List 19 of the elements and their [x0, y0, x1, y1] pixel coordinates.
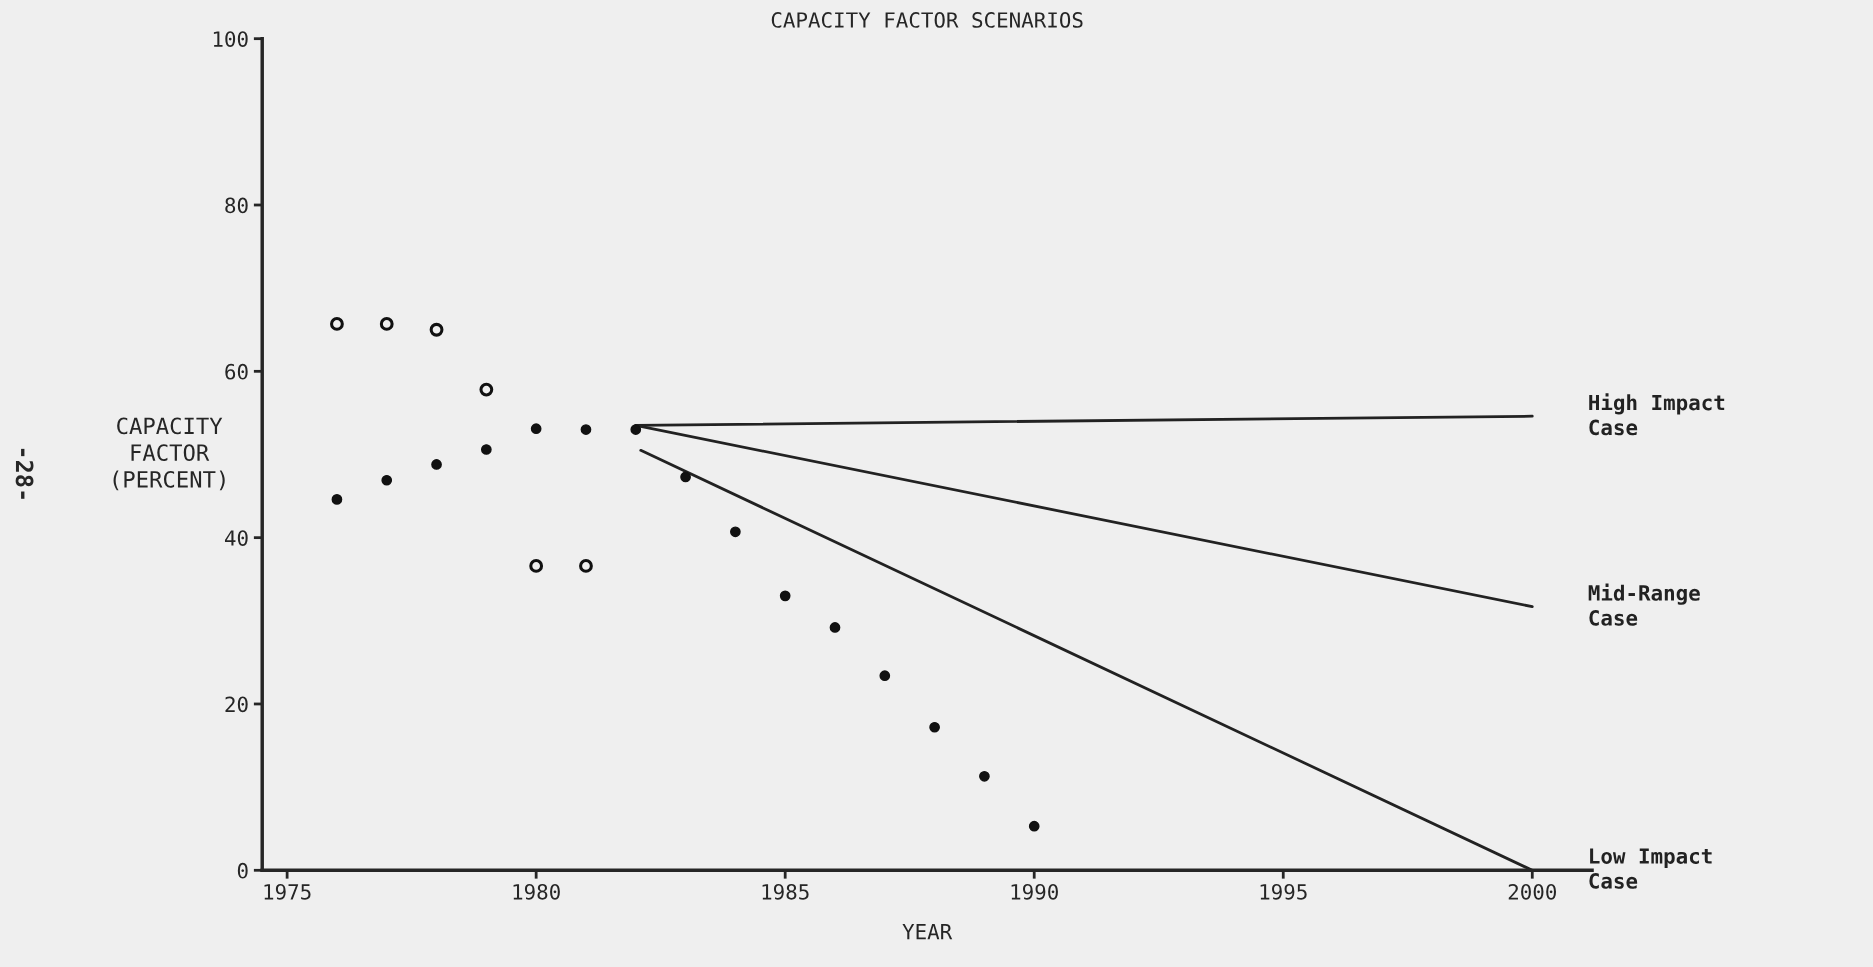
y-tick-label: 0 — [237, 862, 248, 879]
x-tick-label: 2000 — [1508, 883, 1557, 900]
x-axis-title: YEAR — [902, 923, 953, 940]
y-axis-title: CAPACITY FACTOR (PERCENT) — [113, 417, 225, 491]
y-tick-label: 40 — [224, 530, 248, 546]
x-tick-label: 1985 — [762, 883, 809, 900]
y-tick-label: 100 — [213, 31, 248, 47]
text: -28- — [15, 448, 34, 499]
text: High Impact Case — [1589, 393, 1725, 436]
text: Low Impact Case — [1589, 848, 1712, 889]
text: Mid-Range Case — [1588, 583, 1700, 626]
x-tick-label: 1980 — [513, 883, 560, 900]
y-tick-label: 20 — [225, 696, 248, 713]
y-tick-label: 80 — [225, 197, 248, 214]
x-tick-label: 1995 — [1260, 883, 1307, 900]
x-tick-label: 1975 — [264, 883, 311, 900]
chart-title: CAPACITY FACTOR SCENARIOS — [771, 12, 1083, 28]
y-tick-label: 60 — [225, 363, 248, 380]
x-tick-label: 1990 — [1011, 883, 1058, 900]
